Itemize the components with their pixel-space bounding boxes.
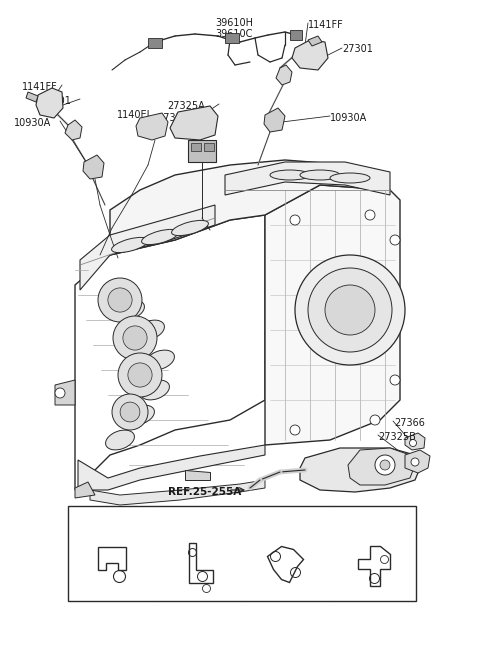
Circle shape: [98, 278, 142, 322]
Text: 1141FF: 1141FF: [308, 20, 344, 30]
Circle shape: [370, 415, 380, 425]
Circle shape: [365, 210, 375, 220]
Polygon shape: [75, 215, 265, 490]
Polygon shape: [78, 445, 265, 490]
Circle shape: [112, 394, 148, 430]
Polygon shape: [75, 482, 95, 498]
Circle shape: [113, 316, 157, 360]
Bar: [148, 38, 162, 48]
Polygon shape: [265, 185, 400, 445]
Circle shape: [120, 402, 140, 422]
Ellipse shape: [106, 430, 134, 450]
Polygon shape: [405, 450, 430, 473]
Circle shape: [409, 440, 417, 447]
Bar: [191, 143, 201, 151]
Polygon shape: [26, 92, 38, 102]
Polygon shape: [65, 120, 82, 140]
Bar: [204, 143, 214, 151]
Polygon shape: [170, 106, 218, 140]
Circle shape: [325, 285, 375, 335]
Text: 57712A: 57712A: [265, 512, 306, 522]
Text: 39610H: 39610H: [215, 18, 253, 28]
Text: REF.25-255A: REF.25-255A: [168, 487, 241, 497]
Text: 27301: 27301: [40, 96, 71, 106]
Circle shape: [375, 455, 395, 475]
Circle shape: [128, 363, 152, 387]
Circle shape: [290, 215, 300, 225]
Circle shape: [108, 288, 132, 312]
Ellipse shape: [111, 237, 148, 253]
Polygon shape: [348, 448, 415, 485]
Text: 10930A: 10930A: [14, 118, 51, 128]
Ellipse shape: [141, 380, 169, 400]
Circle shape: [295, 255, 405, 365]
Text: 27366: 27366: [394, 418, 425, 428]
Text: 10930A: 10930A: [330, 113, 367, 123]
Text: 27301: 27301: [342, 44, 373, 54]
Circle shape: [55, 388, 65, 398]
Text: 27325A: 27325A: [167, 101, 205, 111]
Text: 27370A: 27370A: [179, 512, 218, 522]
Polygon shape: [264, 108, 285, 132]
Circle shape: [118, 353, 162, 397]
Circle shape: [380, 460, 390, 470]
Bar: [188, 140, 216, 162]
Text: 27325B: 27325B: [378, 432, 416, 442]
Text: 38751A: 38751A: [352, 512, 393, 522]
Circle shape: [123, 326, 147, 350]
Bar: [68, 506, 416, 601]
Circle shape: [146, 122, 158, 134]
Polygon shape: [83, 155, 104, 179]
Circle shape: [308, 268, 392, 352]
Polygon shape: [300, 448, 420, 492]
Text: 1141FF: 1141FF: [22, 82, 58, 92]
Polygon shape: [308, 36, 322, 46]
Polygon shape: [136, 113, 168, 140]
Ellipse shape: [126, 405, 155, 425]
Polygon shape: [276, 65, 292, 85]
Circle shape: [390, 235, 400, 245]
Polygon shape: [185, 470, 210, 480]
Ellipse shape: [171, 220, 208, 236]
Circle shape: [390, 375, 400, 385]
Polygon shape: [55, 380, 75, 405]
Ellipse shape: [142, 229, 179, 244]
Polygon shape: [405, 433, 425, 450]
Ellipse shape: [145, 350, 174, 370]
Polygon shape: [225, 162, 390, 195]
Circle shape: [290, 425, 300, 435]
Bar: [290, 30, 302, 40]
Text: 27350E: 27350E: [157, 113, 194, 123]
Circle shape: [184, 117, 200, 133]
Ellipse shape: [270, 170, 310, 180]
Polygon shape: [80, 205, 215, 290]
Ellipse shape: [116, 300, 144, 320]
Text: 39610C: 39610C: [215, 29, 252, 39]
Ellipse shape: [300, 170, 340, 180]
Ellipse shape: [135, 320, 165, 340]
Polygon shape: [36, 88, 63, 118]
Polygon shape: [90, 480, 265, 505]
Circle shape: [411, 458, 419, 466]
Polygon shape: [292, 40, 328, 70]
Text: 1140EJ: 1140EJ: [117, 110, 151, 120]
Bar: [225, 33, 239, 43]
Text: 39311E: 39311E: [92, 512, 132, 522]
Polygon shape: [110, 160, 390, 255]
Ellipse shape: [330, 173, 370, 183]
